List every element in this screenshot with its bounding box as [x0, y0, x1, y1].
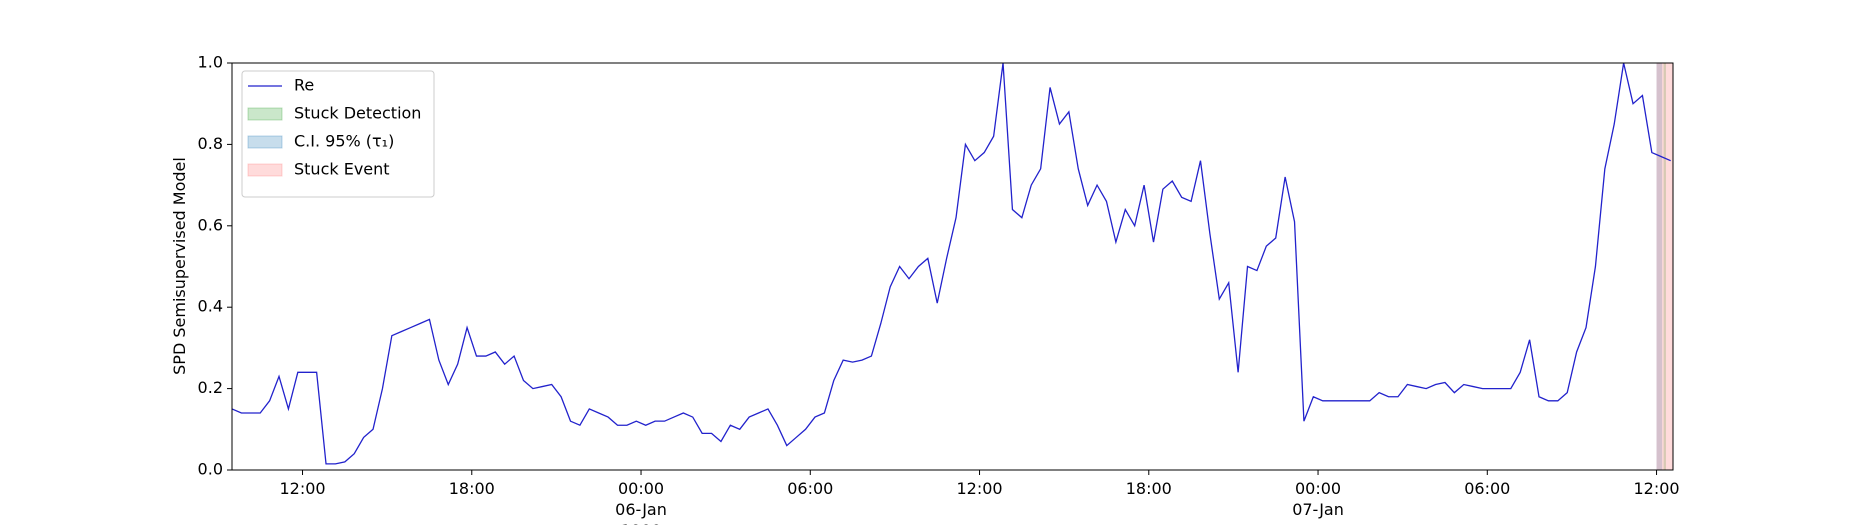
x-tick-label: 06:00 — [787, 479, 834, 498]
legend: Re Stuck Detection C.I. 95% (τ₁) Stuck Even… — [241, 70, 435, 198]
legend-swatch — [247, 163, 283, 177]
series-line — [231, 62, 1671, 465]
y-axis-label: SPD Semisupervised Model — [170, 157, 189, 375]
legend-label: Stuck Event — [294, 160, 390, 179]
x-tick-label: 00:00 06-Jan 1900 — [615, 479, 667, 525]
y-tick-label: 1.0 — [198, 53, 223, 72]
span — [1656, 63, 1673, 470]
x-tick-label: 12:00 — [956, 479, 1003, 498]
y-tick-label: 0.4 — [198, 297, 223, 316]
legend-box — [241, 70, 435, 198]
legend-swatch — [247, 107, 283, 121]
legend-label: Stuck Detection — [294, 104, 421, 123]
legend-label: Re — [294, 76, 314, 95]
x-tick-label: 06:00 — [1464, 479, 1511, 498]
x-tick-label: 00:00 07-Jan — [1292, 479, 1344, 519]
y-tick-label: 0.8 — [198, 134, 223, 153]
x-tick-label: 18:00 — [448, 479, 495, 498]
span — [1663, 63, 1666, 470]
y-tick-label: 0.6 — [198, 215, 223, 234]
span — [1656, 63, 1663, 470]
plot-frame — [231, 62, 1674, 471]
y-tick-label: 0.0 — [198, 460, 223, 479]
x-tick-label: 12:00 — [1633, 479, 1680, 498]
legend-label: C.I. 95% (τ₁) — [294, 132, 394, 151]
y-tick-label: 0.2 — [198, 378, 223, 397]
legend-swatch — [247, 135, 283, 149]
x-tick-label: 12:00 — [279, 479, 326, 498]
x-tick-label: 18:00 — [1125, 479, 1172, 498]
